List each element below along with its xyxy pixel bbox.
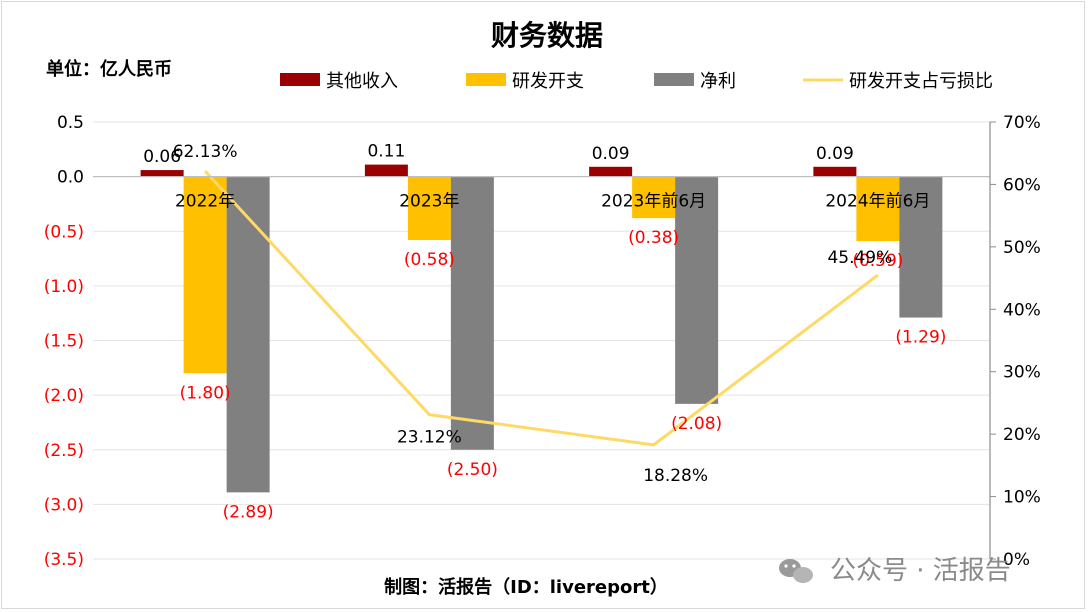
category-label: 2023年前6月: [601, 192, 706, 212]
y-right-tick-label: 0%: [1003, 550, 1030, 570]
y-right-tick-label: 20%: [1003, 425, 1041, 445]
y-left-tick-label: 0.5: [57, 113, 84, 133]
data-label: (2.89): [223, 502, 274, 522]
y-left-tick-label: (3.0): [44, 495, 84, 515]
y-right-tick-label: 40%: [1003, 300, 1041, 320]
legend-label: 研发开支: [512, 71, 584, 92]
data-label: 0.09: [816, 144, 854, 164]
y-left-tick-label: (3.5): [44, 550, 84, 570]
bar-3-3: [675, 176, 719, 404]
bar-2-2: [407, 176, 451, 240]
category-label: 2024年前6月: [825, 192, 930, 212]
unit-label: 单位：亿人民币: [46, 58, 172, 80]
bar-1-2: [364, 164, 408, 177]
bar-1-1: [140, 170, 184, 177]
bar-2-3: [632, 176, 676, 219]
chart-title: 财务数据: [491, 19, 603, 52]
y-right-tick-label: 60%: [1003, 175, 1041, 195]
data-label: (0.59): [852, 251, 903, 271]
y-right-tick-label: 30%: [1003, 363, 1041, 383]
data-label: 0.06: [143, 147, 181, 167]
data-label: (1.80): [180, 383, 231, 403]
credit-text: 制图：活报告（ID：livereport）: [384, 576, 668, 598]
legend-swatch: [280, 73, 320, 86]
legend-swatch: [654, 73, 694, 86]
watermark: 公众号 · 活报告: [779, 556, 1011, 586]
line-data-label: 23.12%: [397, 428, 462, 448]
y-right-tick-label: 70%: [1003, 113, 1041, 133]
data-label: (1.29): [895, 328, 946, 348]
bar-series: [140, 164, 943, 493]
data-label: (0.38): [628, 228, 679, 248]
y-left-tick-label: (0.5): [44, 222, 84, 242]
y-right-tick-label: 50%: [1003, 238, 1041, 258]
data-labels: 0.06 0.11 0.09 0.09 (1.80) (0.58) (0.38) (0.59)…: [143, 142, 946, 523]
bar-1-3: [589, 166, 633, 177]
line-研发开支占亏损比: [204, 170, 879, 447]
data-label: (0.58): [404, 250, 455, 270]
data-label: (2.08): [671, 414, 722, 434]
line-data-label: 45.49%: [827, 248, 892, 268]
line-series: [204, 170, 879, 447]
line-data-label: 18.28%: [643, 466, 708, 486]
watermark-text: 公众号 · 活报告: [830, 556, 1011, 586]
y-right-tick-label: 10%: [1003, 488, 1041, 508]
wechat-icon: [779, 559, 813, 583]
category-label: 2022年: [175, 192, 235, 212]
y-left-tick-label: (1.5): [44, 332, 84, 352]
data-label: 0.11: [367, 142, 405, 162]
line-data-label: 62.13%: [173, 142, 238, 162]
y-left-tick-label: (1.0): [44, 277, 84, 297]
bar-3-4: [899, 176, 943, 318]
category-label: 2023年: [399, 192, 459, 212]
legend-swatch: [466, 73, 506, 86]
bar-1-4: [813, 166, 857, 177]
bar-3-2: [450, 176, 494, 450]
y-left-tick-label: (2.0): [44, 386, 84, 406]
bar-2-1: [183, 176, 227, 374]
axes: 0.5 0.0 (0.5) (1.0) (1.5) (2.0) (2.5) (3.0) (3.5…: [44, 113, 1041, 570]
data-label: (2.50): [447, 460, 498, 480]
bar-3-1: [226, 176, 270, 493]
legend: 其他收入 研发开支 净利 研发开支占亏损比: [280, 71, 993, 92]
y-left-tick-label: 0.0: [57, 168, 84, 188]
y-left-tick-label: (2.5): [44, 441, 84, 461]
data-label: 0.09: [592, 144, 630, 164]
legend-label: 研发开支占亏损比: [849, 71, 993, 92]
bar-2-4: [856, 176, 900, 242]
legend-label: 净利: [700, 71, 736, 92]
legend-label: 其他收入: [326, 71, 398, 92]
